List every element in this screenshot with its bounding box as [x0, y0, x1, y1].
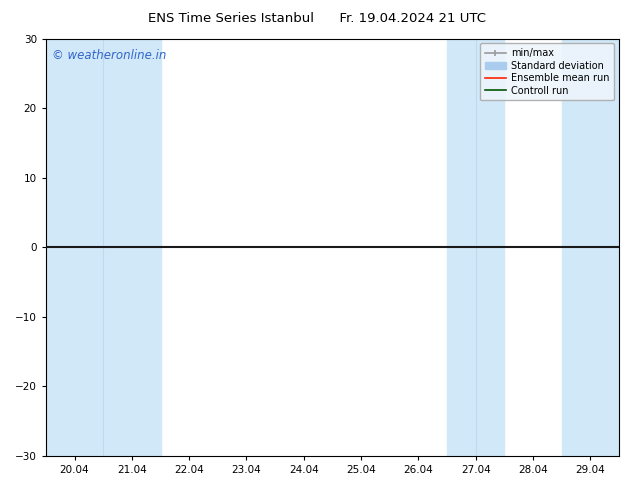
Bar — [447, 39, 505, 456]
Legend: min/max, Standard deviation, Ensemble mean run, Controll run: min/max, Standard deviation, Ensemble me… — [480, 44, 614, 100]
Bar — [562, 39, 619, 456]
Bar — [46, 39, 160, 456]
Text: © weatheronline.in: © weatheronline.in — [51, 49, 166, 62]
Text: ENS Time Series Istanbul      Fr. 19.04.2024 21 UTC: ENS Time Series Istanbul Fr. 19.04.2024 … — [148, 12, 486, 25]
